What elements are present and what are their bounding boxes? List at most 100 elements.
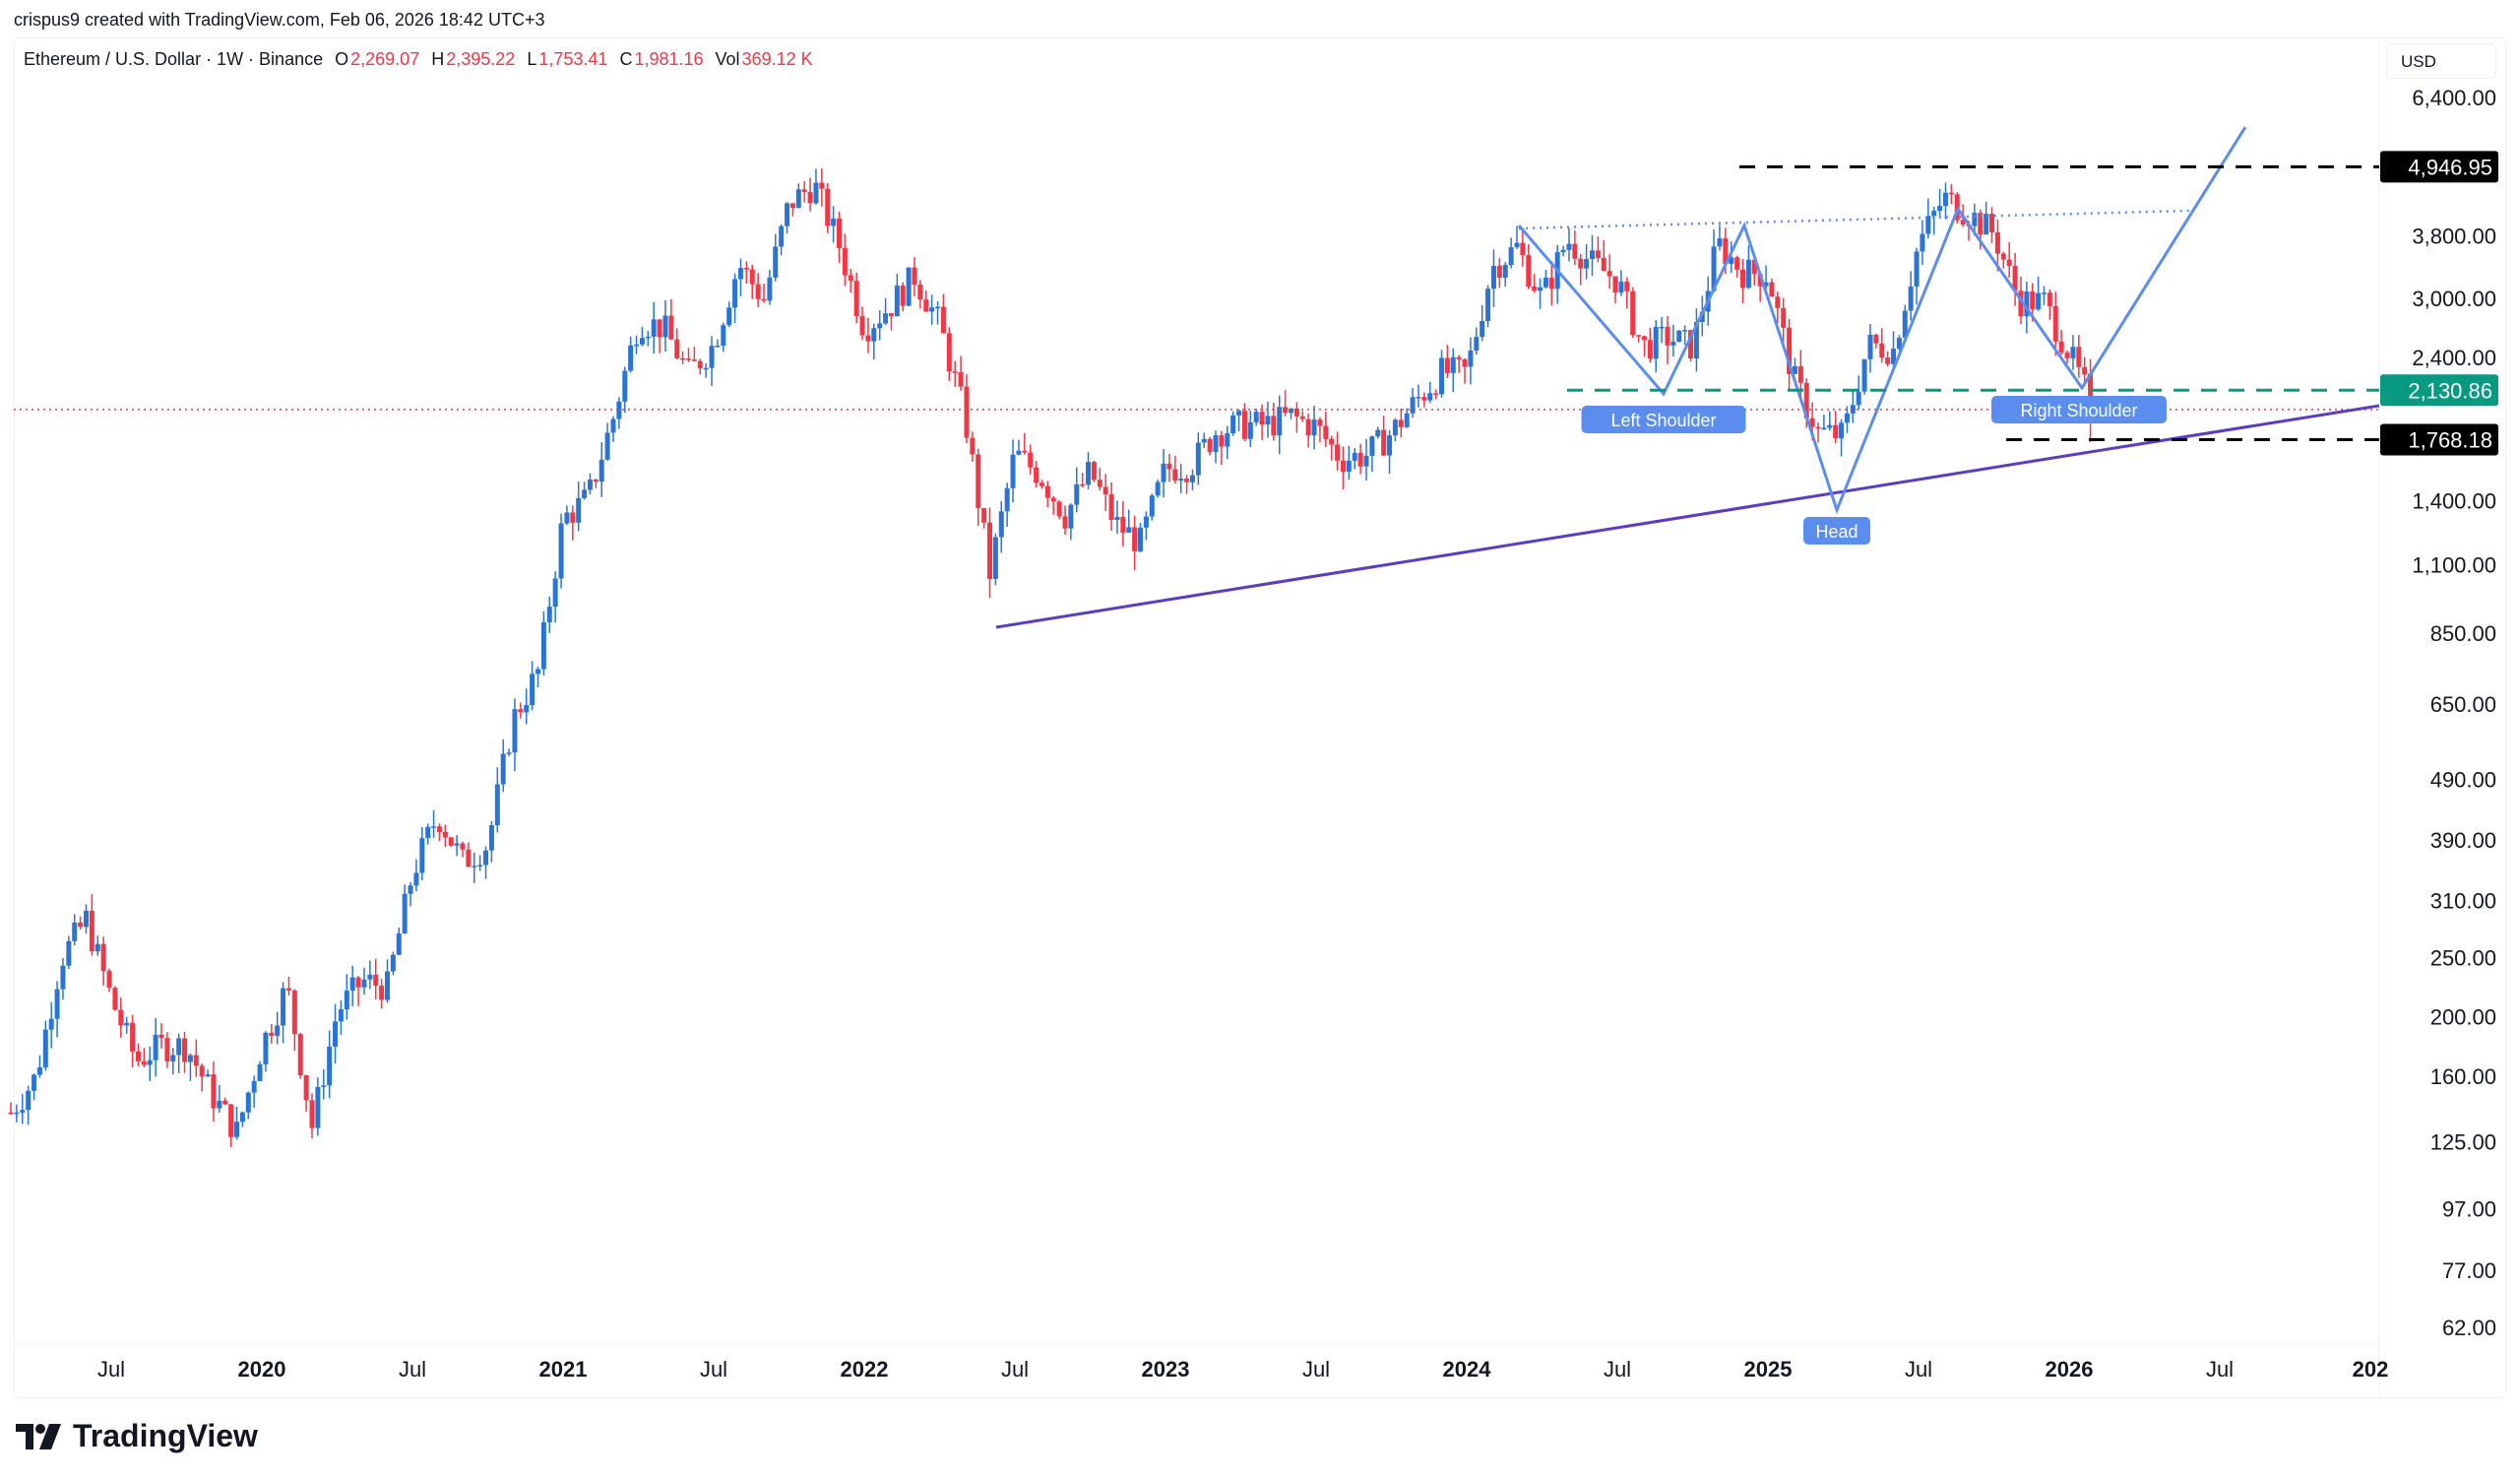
candle-body xyxy=(785,203,790,226)
candle-body xyxy=(425,826,431,839)
candles xyxy=(8,167,2094,1148)
candle-body xyxy=(1450,356,1456,373)
high-label: H xyxy=(431,49,445,69)
candle-body xyxy=(1166,463,1172,470)
candle-body xyxy=(1902,310,1908,339)
candle-body xyxy=(1241,411,1247,439)
candle-body xyxy=(141,1061,147,1065)
candle-body xyxy=(715,346,721,348)
low-value: 1,753.41 xyxy=(538,49,608,69)
x-tick-label: Jul xyxy=(700,1357,727,1382)
candle-body xyxy=(1809,418,1815,427)
candle-body xyxy=(1937,206,1943,212)
candle-body xyxy=(1984,214,1989,235)
candle-body xyxy=(1456,356,1462,359)
candle-body xyxy=(900,286,906,306)
x-tick-label: Jul xyxy=(399,1357,426,1382)
x-tick-label: 2022 xyxy=(841,1357,889,1382)
candle-body xyxy=(1792,366,1797,374)
currency-button[interactable]: USD xyxy=(2386,43,2496,79)
candle-body xyxy=(1693,322,1699,359)
candle-body xyxy=(998,511,1004,538)
candle-body xyxy=(1265,416,1271,425)
candle-body xyxy=(1711,246,1717,291)
candle-body xyxy=(1821,427,1827,429)
candle-body xyxy=(460,843,466,850)
candle-body xyxy=(883,313,889,324)
x-tick-label: Jul xyxy=(1302,1357,1330,1382)
symbol-title[interactable]: Ethereum / U.S. Dollar · 1W · Binance xyxy=(24,49,324,69)
candle-body xyxy=(1723,238,1729,265)
candle-body xyxy=(1514,242,1520,248)
chart-panel[interactable] xyxy=(14,37,2506,1398)
candle-body xyxy=(570,512,576,523)
candle-body xyxy=(1630,290,1636,336)
candle-body xyxy=(703,367,709,370)
candle-body xyxy=(1225,433,1230,447)
candle-body xyxy=(1612,276,1618,293)
candle-body xyxy=(1293,408,1299,417)
candle-body xyxy=(1016,450,1022,455)
candle-body xyxy=(1803,382,1809,418)
candle-body xyxy=(1022,450,1028,453)
x-tick-label: Jul xyxy=(97,1357,125,1382)
y-tick-label: 650.00 xyxy=(2430,692,2496,717)
x-tick-label: 2024 xyxy=(1443,1357,1492,1382)
candle-body xyxy=(1815,426,1821,429)
candle-body xyxy=(338,1008,344,1022)
candle-body xyxy=(1392,419,1398,436)
candle-body xyxy=(657,319,662,338)
candle-body xyxy=(1839,422,1845,439)
candle-body xyxy=(1444,357,1450,373)
candle-body xyxy=(1329,438,1335,445)
candle-body xyxy=(1699,311,1705,323)
candle-body xyxy=(158,1034,164,1039)
candle-body xyxy=(1062,516,1068,529)
candle-body xyxy=(488,825,494,851)
close-value: 1,981.16 xyxy=(634,49,704,69)
candle-body xyxy=(1861,358,1867,392)
candle-body xyxy=(118,1009,124,1026)
candle-body xyxy=(170,1055,176,1062)
candle-body xyxy=(2030,291,2036,310)
candle-body xyxy=(564,512,570,524)
candle-body xyxy=(842,247,848,276)
candle-body xyxy=(124,1022,130,1026)
candle-body xyxy=(66,940,72,966)
candle-body xyxy=(1688,330,1694,359)
candle-body xyxy=(321,1085,327,1087)
candle-body xyxy=(153,1034,158,1061)
candle-body xyxy=(755,284,761,299)
candle-body xyxy=(285,988,291,991)
candle-body xyxy=(1086,462,1092,485)
candle-body xyxy=(2024,291,2030,317)
candle-body xyxy=(540,622,546,670)
candle-body xyxy=(518,709,524,713)
price-level-badge xyxy=(2380,151,2498,183)
candle-body xyxy=(1867,334,1873,359)
candle-body xyxy=(211,1074,217,1109)
candle-body xyxy=(1595,250,1601,259)
candle-body xyxy=(205,1074,211,1077)
candle-body xyxy=(182,1038,188,1062)
candle-body xyxy=(1781,307,1787,328)
pattern-label: Left Shoulder xyxy=(1610,411,1716,430)
candle-body xyxy=(1682,330,1688,332)
candle-body xyxy=(390,954,396,972)
candle-body xyxy=(1427,393,1433,401)
candle-body xyxy=(1247,421,1253,439)
candle-body xyxy=(1490,265,1496,290)
candle-body xyxy=(1375,429,1381,437)
x-tick-label: 2023 xyxy=(1142,1357,1190,1382)
candle-body xyxy=(721,325,726,347)
candle-body xyxy=(1468,350,1474,367)
candle-body xyxy=(483,850,489,866)
candle-body xyxy=(1404,413,1410,427)
candle-body xyxy=(239,1112,245,1123)
candle-body xyxy=(912,267,917,286)
candle-body xyxy=(622,370,628,402)
candle-body xyxy=(1572,243,1578,259)
y-tick-label: 97.00 xyxy=(2442,1197,2496,1222)
tradingview-logo[interactable]: TradingView xyxy=(16,1418,258,1454)
